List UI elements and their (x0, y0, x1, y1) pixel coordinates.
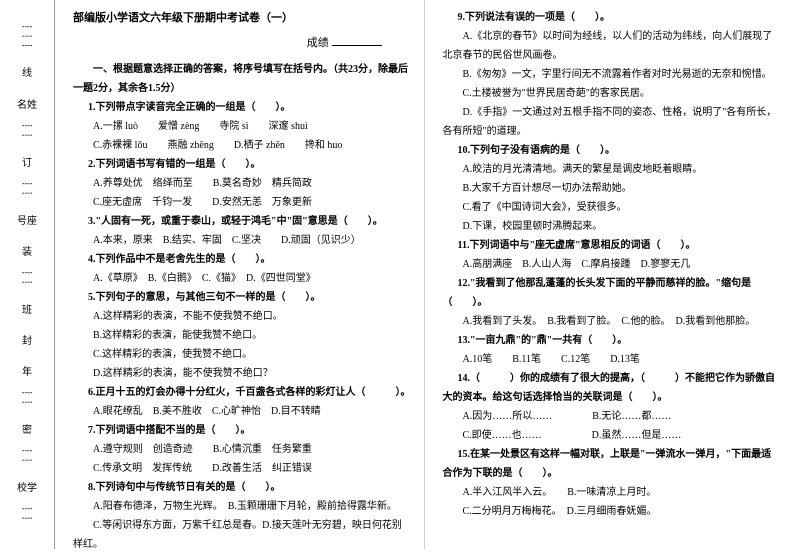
bind-line-1: ┊┊┊ (22, 24, 32, 52)
q10-stem: 10.下列句子没有语病的是（ ）。 (443, 141, 782, 160)
q5-opts-d: D.这样精彩的表演，能不使我赞不绝口？ (73, 364, 412, 383)
exam-page: ┊┊┊ 线 名姓 ┊┊ 订 ┊┊ 号座 装 ┊┊ 班 封 年 ┊┊ 密 ┊┊ 校… (0, 0, 793, 549)
q14-opts-b: C.即使……也…… D.虽然……但是…… (443, 426, 782, 445)
bind-line-3: ┊┊ (22, 181, 32, 200)
q9-a: A.《北京的春节》以时间为经线，以人们的活动为纬线，向人们展现了北京春节的民俗世… (443, 27, 782, 65)
q14-opts-a: A.因为……所以…… B.无论……都…… (443, 407, 782, 426)
q8-stem: 8.下列诗句中与传统节日有关的是（ ）。 (73, 478, 412, 497)
q14-stem: 14.（ ）你的成绩有了很大的提高，（ ）不能把它作为骄傲自大的资本。给这句话选… (443, 369, 782, 407)
bind-label-year: 年 (22, 363, 32, 378)
q10-b: B.大家千方百计想尽一切办法帮助她。 (443, 179, 782, 198)
q5-opts-a: A.这样精彩的表演，不能不使我赞不绝口。 (73, 307, 412, 326)
q13-opts: A.10笔 B.11笔 C.12笔 D.13笔 (443, 350, 782, 369)
bind-label-class: 班 (22, 301, 32, 316)
q1-opts-b: C.赤裸裸 lǒu 燕融 zhēng D.栖子 zhēn 搀和 huo (73, 136, 412, 155)
bind-line-6: ┊┊ (22, 448, 32, 467)
q10-c: C.看了《中国诗词大会》，受获很多。 (443, 198, 782, 217)
content-columns: 部编版小学语文六年级下册期中考试卷（一） 成绩 一、根据题意选择正确的答案，将序… (55, 0, 793, 549)
q12-stem: 12."我看到了他那乱蓬蓬的长头发下面的平静而慈祥的脸。"缩句是（ ）。 (443, 274, 782, 312)
q3-stem: 3."人固有一死，或重于泰山，或轻于鸿毛"中"固"意思是（ ）。 (73, 212, 412, 231)
q4-opts: A.《草原》 B.《白鹅》 C.《猫》 D.《四世同堂》 (73, 269, 412, 288)
bind-mark-zhuang: 装 (22, 243, 32, 258)
column-left: 部编版小学语文六年级下册期中考试卷（一） 成绩 一、根据题意选择正确的答案，将序… (55, 0, 425, 549)
q5-stem: 5.下列句子的意思，与其他三句不一样的是（ ）。 (73, 288, 412, 307)
q1-stem: 1.下列带点字读音完全正确的一组是（ ）。 (73, 98, 412, 117)
q1-opts-a: A.一摞 luò 爱憎 zèng 寺院 sì 深邃 shuì (73, 117, 412, 136)
q11-stem: 11.下列词语中与"座无虚席"意思相反的词语（ ）。 (443, 236, 782, 255)
bind-line-5: ┊┊ (22, 390, 32, 409)
section-1-heading: 一、根据题意选择正确的答案，将序号填写在括号内。（共23分，除最后一题2分，其余… (73, 60, 412, 98)
q5-opts-c: C.这样精彩的表演，使我赞不绝口。 (73, 345, 412, 364)
q10-d: D.下课，校园里顿时沸腾起来。 (443, 217, 782, 236)
q3-opts: A.本来，原来 B.结实、牢固 C.坚决 D.顽固（见识少） (73, 231, 412, 250)
q7-stem: 7.下列词语中搭配不当的是（ ）。 (73, 421, 412, 440)
bind-line-2: ┊┊ (22, 123, 32, 142)
exam-title: 部编版小学语文六年级下册期中考试卷（一） (73, 8, 412, 29)
q9-b: B.《匆匆》一文，字里行间无不流露着作者对时光易逝的无奈和惋惜。 (443, 65, 782, 84)
q8-opts-a: A.阳春布德泽，万物生光辉。 B.玉颗珊珊下月轮，殿前拾得露华新。 (73, 497, 412, 516)
q6-stem: 6.正月十五的灯会办得十分红火，千百盏各式各样的彩灯让人（ ）。 (73, 383, 412, 402)
q7-opts-b: C.传承文明 发挥传统 D.改善生活 纠正错误 (73, 459, 412, 478)
q11-opts: A.高朋满座 B.人山人海 C.摩肩接踵 D.寥寥无几 (443, 255, 782, 274)
score-line: 成绩 (73, 33, 412, 54)
q5-opts-b: B.这样精彩的表演，能使我赞不绝口。 (73, 326, 412, 345)
bind-mark-ding: 订 (22, 154, 32, 169)
q6-opts: A.眼花缭乱 B.美不胜收 C.心旷神怡 D.目不转睛 (73, 402, 412, 421)
q9-stem: 9.下列说法有误的一项是（ ）。 (443, 8, 782, 27)
bind-label-school: 校学 (17, 479, 37, 494)
score-label: 成绩 (307, 37, 329, 49)
q12-opts: A.我看到了头发。 B.我看到了脸。 C.他的脸。 D.我看到他那脸。 (443, 312, 782, 331)
q2-opts-a: A.养尊处优 络绎而至 B.莫名奇妙 精兵简政 (73, 174, 412, 193)
bind-line-7: ┊┊ (22, 506, 32, 525)
q2-stem: 2.下列词语书写有错的一组是（ ）。 (73, 155, 412, 174)
score-blank (332, 45, 382, 46)
q2-opts-b: C.座无虚席 千钧一发 D.安然无恙 万象更新 (73, 193, 412, 212)
bind-mark-mi: 密 (22, 421, 32, 436)
q7-opts-a: A.遵守规则 创造奇迹 B.心情沉重 任务繁重 (73, 440, 412, 459)
q4-stem: 4.下列作品中不是老舍先生的是（ ）。 (73, 250, 412, 269)
binding-strip: ┊┊┊ 线 名姓 ┊┊ 订 ┊┊ 号座 装 ┊┊ 班 封 年 ┊┊ 密 ┊┊ 校… (0, 0, 55, 549)
bind-mark-xian: 线 (22, 64, 32, 79)
bind-mark-feng: 封 (22, 332, 32, 347)
q13-stem: 13."一亩九鼎"的"鼎"一共有（ ）。 (443, 331, 782, 350)
column-right: 9.下列说法有误的一项是（ ）。 A.《北京的春节》以时间为经线，以人们的活动为… (425, 0, 793, 549)
bind-label-name: 名姓 (17, 96, 37, 111)
q8-opts-b: C.等闲识得东方面，万紫千红总是春。D.接天莲叶无穷碧，映日何花别样红。 (73, 516, 412, 554)
q9-d: D.《手指》一文通过对五根手指不同的姿态、性格，说明了"各有所长，各有所短"的道… (443, 103, 782, 141)
q15-opts-a: A.半入江风半入云。 B.一味清凉上月时。 (443, 483, 782, 502)
q15-stem: 15.在某一处景区有这样一幅对联，上联是"一弹流水一弹月，"下面最适合作为下联的… (443, 445, 782, 483)
q10-a: A.皎洁的月光清清地。满天的繁星是调皮地眨着眼睛。 (443, 160, 782, 179)
q15-opts-b: C.二分明月万梅梅花。 D.三月细雨春妩媚。 (443, 502, 782, 521)
q9-c: C.土楼被誉为"世界民居奇葩"的客家民居。 (443, 84, 782, 103)
bind-label-seat: 号座 (17, 212, 37, 227)
bind-line-4: ┊┊ (22, 270, 32, 289)
